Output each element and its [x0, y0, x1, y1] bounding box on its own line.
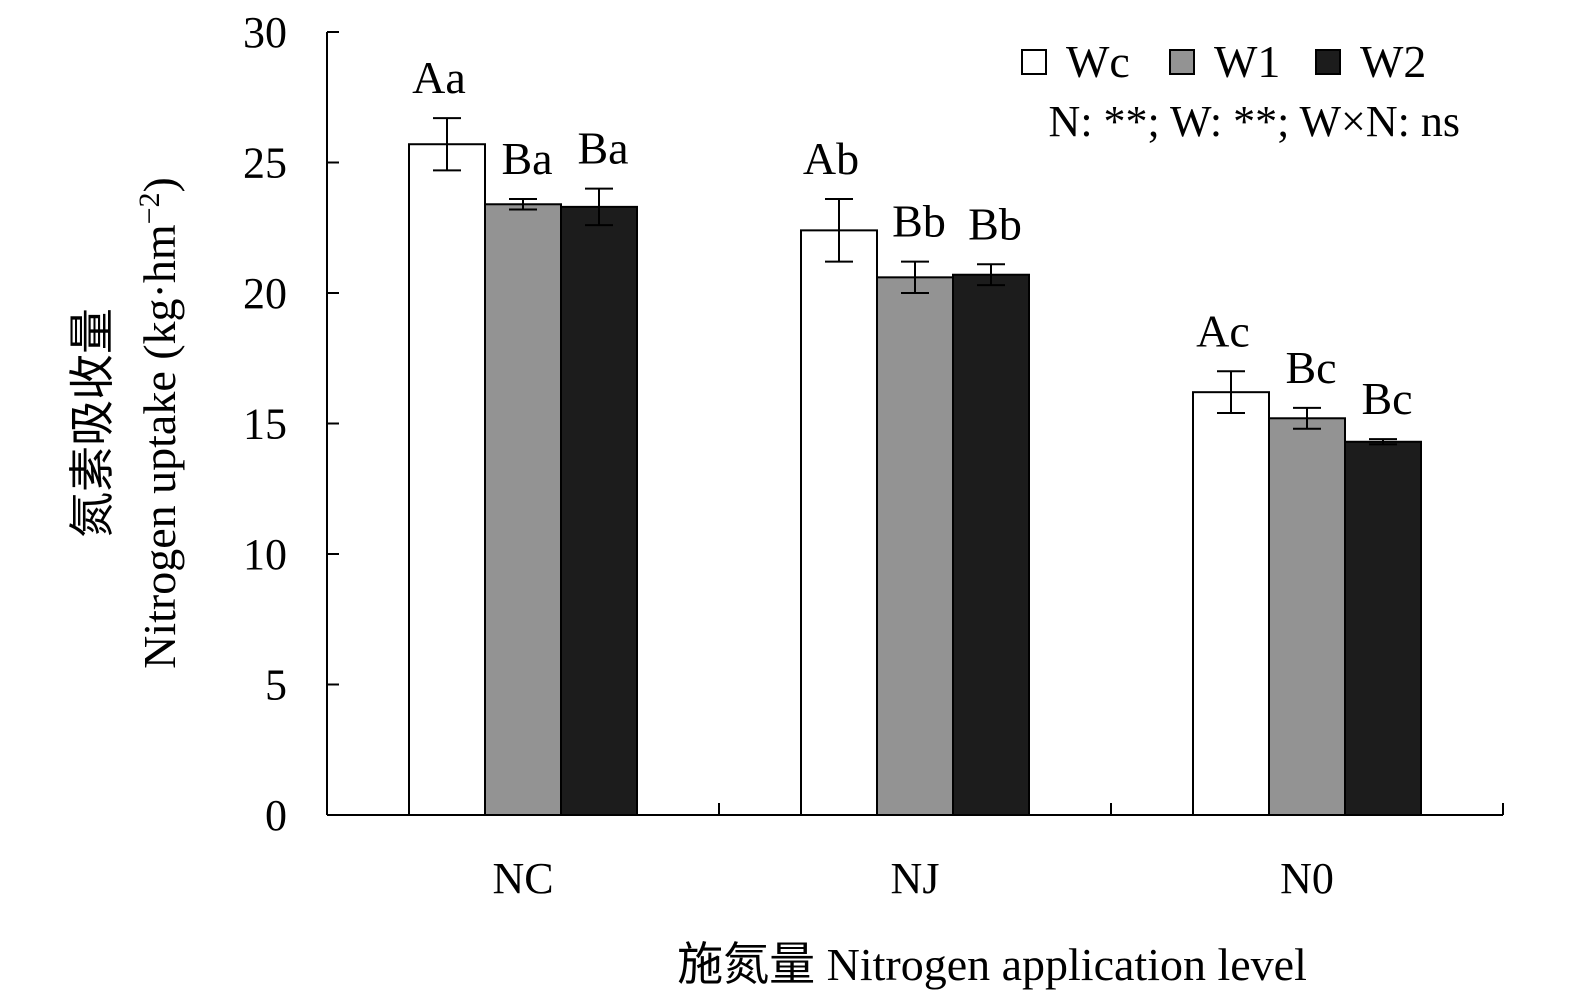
- bar-W1-N0: [1268, 417, 1346, 816]
- significance-label-Wc-NJ: Ab: [803, 133, 859, 184]
- statistics-annotation: N: **; W: **; W×N: ns: [1049, 97, 1460, 146]
- significance-label-W1-NJ: Bb: [892, 196, 946, 247]
- legend-swatch-W1: [1169, 49, 1195, 75]
- y-axis-unit-close: ): [134, 177, 185, 192]
- bar-W2-NC: [560, 205, 638, 816]
- x-category-label: NJ: [891, 854, 940, 903]
- significance-label-W2-NJ: Bb: [968, 198, 1022, 249]
- legend-label-W2: W2: [1360, 36, 1426, 87]
- y-axis-title-chinese: 氮素吸收量: [67, 308, 118, 538]
- y-axis-title-main: Nitrogen uptake (kg·hm: [134, 224, 185, 669]
- y-tick-label: 30: [243, 8, 287, 57]
- significance-label-W1-N0: Bc: [1285, 342, 1336, 393]
- legend-label-Wc: Wc: [1066, 36, 1130, 87]
- significance-label-W2-N0: Bc: [1361, 373, 1412, 424]
- bar-W1-NC: [484, 203, 562, 816]
- y-tick-label: 10: [243, 530, 287, 579]
- x-category-label: NC: [492, 854, 553, 903]
- bar-Wc-NJ: [800, 229, 878, 817]
- significance-label-Wc-N0: Ac: [1196, 305, 1250, 356]
- y-tick-label: 5: [265, 661, 287, 710]
- legend-swatch-W2: [1315, 49, 1341, 75]
- plot-area: 0 5 10 15 20 25 30 Aa Ba Ba NC Ab Bb Bb NJ Ac Bc Bc N0: [243, 8, 1504, 903]
- significance-label-Wc-NC: Aa: [412, 52, 466, 103]
- y-axis-title-english: Nitrogen uptake (kg·hm−2): [133, 177, 185, 669]
- bar-W2-NJ: [952, 273, 1030, 817]
- bar-W1-NJ: [876, 276, 954, 816]
- legend-label-W1: W1: [1214, 36, 1280, 87]
- bar-W2-N0: [1344, 440, 1422, 816]
- bar-Wc-N0: [1192, 391, 1270, 816]
- y-tick-label: 20: [243, 269, 287, 318]
- significance-label-W2-NC: Ba: [577, 123, 628, 174]
- bar-Wc-NC: [408, 143, 486, 817]
- y-axis-unit-superscript: −2: [133, 192, 166, 224]
- x-axis-title: 施氮量 Nitrogen application level: [677, 939, 1307, 990]
- y-tick-label: 0: [265, 791, 287, 840]
- y-tick-label: 15: [243, 400, 287, 449]
- y-tick-label: 25: [243, 139, 287, 188]
- significance-label-W1-NC: Ba: [501, 133, 552, 184]
- x-category-label: N0: [1280, 854, 1334, 903]
- legend-swatch-Wc: [1021, 49, 1047, 75]
- legend: Wc W1 W2: [1021, 36, 1426, 87]
